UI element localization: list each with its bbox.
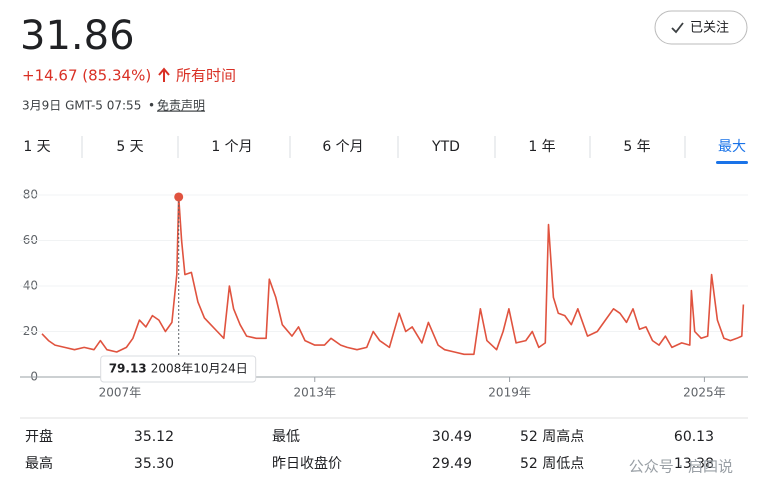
period: 所有时间: [176, 67, 236, 85]
x-tick-label: 2007年: [99, 386, 142, 400]
tab[interactable]: 1 天: [23, 139, 50, 155]
x-tick-label: 2025年: [683, 386, 726, 400]
tabs: 1 天 5 天 1 个月 6 个月 YTD 1 年 5 年 最大: [23, 136, 748, 164]
follow-label: 已关注: [690, 21, 729, 36]
separator: •: [148, 99, 155, 113]
up-arrow: [158, 67, 170, 82]
stat-value: 13.38: [674, 456, 714, 472]
tab[interactable]: 6 个月: [322, 139, 363, 155]
stat-value: 35.30: [134, 456, 174, 472]
chart: 0204060802007年2013年2019年2025年79.132008年1…: [20, 188, 748, 400]
follow-button-frame: [654, 10, 748, 45]
stat-label: 最低: [272, 429, 300, 445]
follow-button[interactable]: 已关注: [654, 10, 748, 45]
tab[interactable]: 1 个月: [211, 139, 252, 155]
stat-value: 30.49: [432, 429, 472, 445]
change: +14.67 (85.34%): [22, 67, 151, 85]
stat-value: 35.12: [134, 429, 174, 445]
stat-label: 52 周高点: [520, 428, 584, 445]
tooltip-value: 79.13: [109, 362, 147, 376]
x-tick-label: 2013年: [293, 386, 336, 400]
tooltip-box: [100, 355, 257, 383]
stat-value: 29.49: [432, 456, 472, 472]
stat-label: 最高: [25, 455, 53, 472]
timestamp: 3月9日 GMT-5 07:55: [22, 99, 141, 113]
stat-label: 52 周低点: [520, 456, 584, 472]
tab[interactable]: 最大: [718, 139, 746, 155]
tooltip-date: 2008年10月24日: [151, 362, 248, 376]
price-line: [41, 196, 745, 356]
hover-point: [174, 192, 184, 202]
check-icon: [671, 22, 684, 34]
stat-label: 昨日收盘价: [272, 455, 342, 472]
tab[interactable]: 1 年: [528, 139, 555, 155]
stat-value: 60.13: [674, 429, 714, 445]
watermark: 公众号 · 启四说: [629, 458, 733, 476]
tab[interactable]: YTD: [431, 139, 460, 155]
stats: 开盘 35.12 最低 30.49 52 周高点 60.13 最高 35.30 昨日收盘价 29.…: [25, 428, 714, 472]
stat-label: 开盘: [25, 428, 53, 445]
tab[interactable]: 5 天: [116, 139, 143, 155]
disclaimer[interactable]: 免责声明: [157, 98, 205, 113]
tab[interactable]: 5 年: [623, 139, 650, 155]
active-tab-indicator: [716, 161, 748, 164]
x-tick-label: 2019年: [488, 386, 531, 400]
price: 31.86: [20, 13, 135, 59]
